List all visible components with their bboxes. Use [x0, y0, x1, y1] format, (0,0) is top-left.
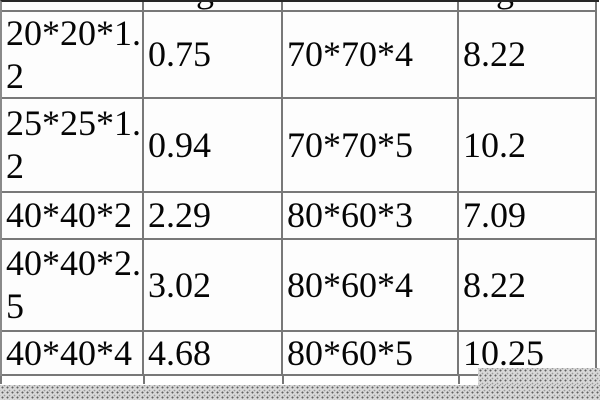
size-weight-table: g g 20*20*1.2 0.75 70*70*4 8.22 25*25*1.…: [0, 0, 599, 376]
table-cell-weight: 0.75: [144, 12, 283, 99]
table-cell-weight: 8.22: [459, 12, 597, 99]
grid-line-stub: [143, 376, 145, 384]
table-cell-weight: 4.68: [144, 332, 283, 376]
gray-halftone-bottom-band: [0, 385, 600, 400]
table-cell-size: 80*60*4: [283, 240, 459, 332]
header-weight-unit-fragment: g: [496, 2, 514, 8]
table-cell-weight: 2.29: [144, 193, 283, 240]
table-cell-size: 40*40*4: [2, 332, 144, 376]
table-cell-weight: 8.22: [459, 240, 597, 332]
table-cell-size: 70*70*5: [283, 99, 459, 193]
grid-line-stub: [282, 376, 284, 384]
grid-line-stub: [0, 376, 2, 384]
table-cell-weight: 3.02: [144, 240, 283, 332]
table-cell-size: 70*70*4: [283, 12, 459, 99]
header-cell-weight-2: g: [459, 2, 597, 12]
header-weight-unit-fragment: g: [196, 2, 214, 8]
table-cell-size: 20*20*1.2: [2, 12, 144, 99]
table-cell-size: 40*40*2: [2, 193, 144, 240]
header-cell-size-2: [283, 2, 459, 12]
grid-line-stub: [458, 376, 460, 384]
table-cell-weight: 10.2: [459, 99, 597, 193]
table-cell-weight: 7.09: [459, 193, 597, 240]
table-cell-size: 25*25*1.2: [2, 99, 144, 193]
table-cell-size: 80*60*5: [283, 332, 459, 376]
header-cell-size-1: [2, 2, 144, 12]
table-cell-size: 80*60*3: [283, 193, 459, 240]
header-cell-weight-1: g: [144, 2, 283, 12]
table-cell-weight: 0.94: [144, 99, 283, 193]
table-cell-size: 40*40*2.5: [2, 240, 144, 332]
